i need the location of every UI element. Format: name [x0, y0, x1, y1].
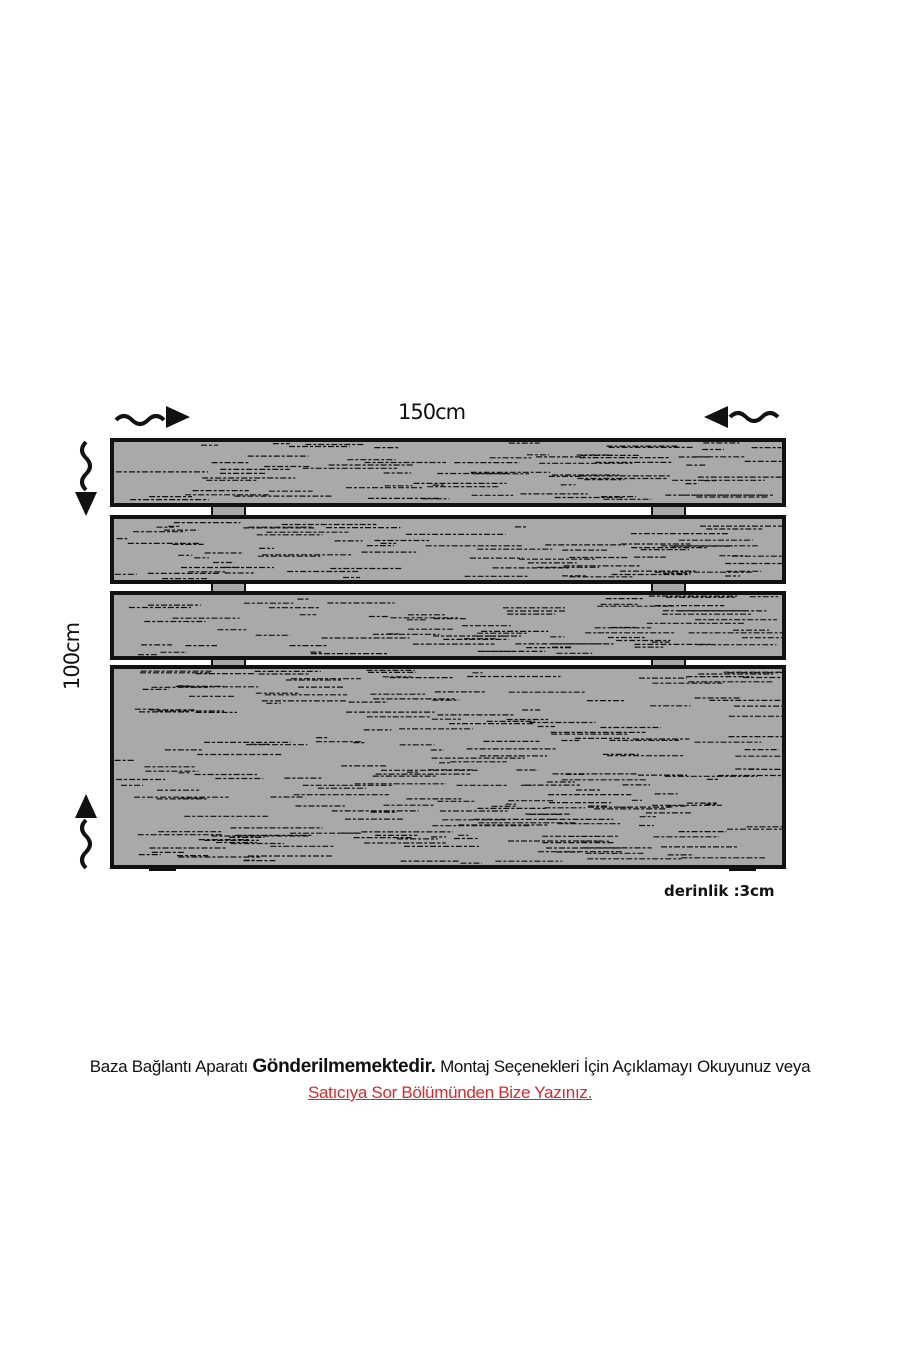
ask-seller-link[interactable]: Satıcıya Sor Bölümünden Bize Yazınız. [307, 1083, 593, 1102]
arrow-down-icon [75, 440, 97, 516]
note-text: Baza Bağlantı Aparatı [89, 1057, 253, 1076]
wood-grain [115, 442, 782, 501]
arrow-up-icon [75, 794, 97, 870]
height-label: 100cm [60, 622, 84, 690]
wood-plank [110, 438, 786, 507]
note-bold: Gönderilmemektedir. [252, 1056, 436, 1077]
depth-label: derinlik :3cm [664, 882, 775, 900]
wood-grain [114, 522, 782, 580]
assembly-note: Baza Bağlantı Aparatı Gönderilmemektedir… [0, 1054, 900, 1106]
wood-plank [110, 591, 786, 660]
headboard-diagram [75, 406, 786, 871]
wood-grain [114, 669, 782, 864]
width-label: 150cm [398, 400, 466, 424]
arrow-right-icon [114, 406, 190, 428]
wood-grain [128, 595, 782, 656]
note-text-2: Montaj Seçenekleri İçin Açıklamayı Okuyu… [435, 1057, 811, 1076]
arrow-left-icon [704, 406, 780, 428]
